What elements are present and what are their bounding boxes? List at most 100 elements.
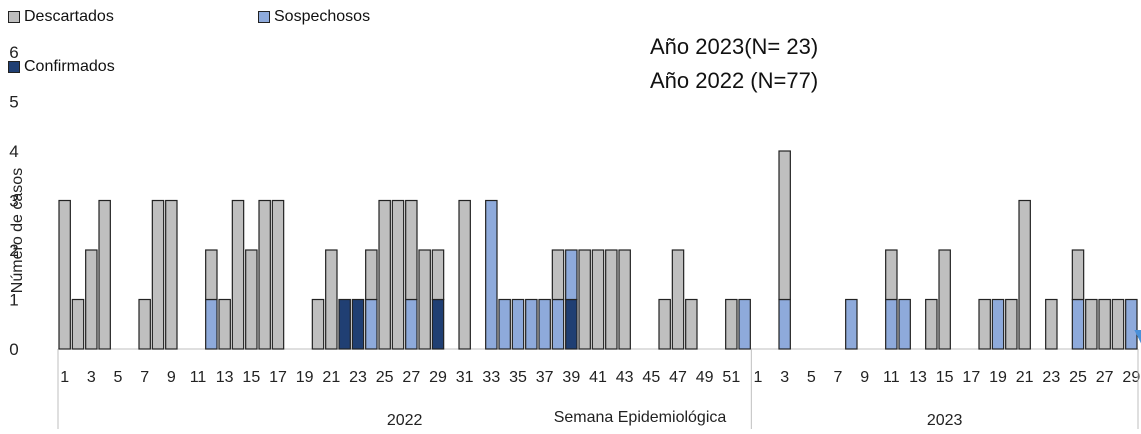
bar-sospechosos	[565, 249, 578, 301]
x-tick-label: 41	[589, 369, 607, 386]
x-tick-label: 7	[140, 369, 149, 386]
x-tick-label: 15	[936, 369, 954, 386]
x-tick-label: 9	[167, 369, 176, 386]
x-tick-label: 5	[807, 369, 816, 386]
bar-descartados	[258, 199, 271, 350]
x-tick-label: 33	[482, 369, 500, 386]
bar-descartados	[85, 249, 98, 350]
x-tick-label: 19	[989, 369, 1007, 386]
x-tick-label: 27	[402, 369, 420, 386]
legend-item-confirmados: Confirmados	[8, 58, 115, 76]
bar-descartados	[925, 298, 938, 350]
bar-sospechosos	[1071, 298, 1085, 350]
bar-descartados	[1071, 249, 1085, 301]
bar-descartados	[1111, 298, 1125, 350]
bar-descartados	[551, 249, 565, 301]
x-tick-label: 13	[909, 369, 927, 386]
x-tick-label: 17	[269, 369, 287, 386]
x-tick-label: 19	[296, 369, 314, 386]
x-tick-label: 3	[780, 369, 789, 386]
x-tick-label: 13	[216, 369, 234, 386]
x-tick-label: 15	[242, 369, 260, 386]
x-tick-label: 51	[722, 369, 740, 386]
legend-label-confirmados: Confirmados	[24, 58, 115, 75]
y-tick-label: 0	[9, 340, 18, 359]
bar-descartados	[58, 199, 71, 350]
arrow-marker-head	[1134, 330, 1141, 344]
x-tick-label: 23	[349, 369, 367, 386]
bar-descartados	[671, 249, 685, 350]
bar-descartados	[378, 199, 391, 350]
bar-sospechosos	[485, 199, 498, 350]
x-tick-label: 27	[1096, 369, 1114, 386]
bar-sospechosos	[551, 298, 565, 350]
x-tick-label: 3	[87, 369, 96, 386]
y-tick-label: 1	[9, 291, 18, 310]
y-tick-label: 3	[9, 192, 18, 211]
year-label-2023: 2023	[927, 412, 963, 429]
x-tick-label: 39	[562, 369, 580, 386]
bar-sospechosos	[365, 298, 378, 350]
bar-descartados	[325, 249, 338, 350]
bar-descartados	[218, 298, 231, 350]
bar-sospechosos	[778, 298, 791, 350]
legend-swatch-descartados	[8, 11, 20, 23]
bar-descartados	[418, 249, 431, 350]
x-tick-label: 9	[860, 369, 869, 386]
bar-descartados	[71, 298, 85, 350]
x-tick-label: 1	[754, 369, 763, 386]
bar-descartados	[311, 298, 325, 350]
x-tick-label: 11	[190, 369, 207, 386]
x-tick-label: 31	[456, 369, 474, 386]
bar-descartados	[685, 298, 698, 350]
bar-descartados	[271, 199, 285, 350]
y-tick-label: 4	[9, 142, 18, 161]
x-tick-label: 47	[669, 369, 687, 386]
bar-descartados	[431, 249, 445, 301]
bar-descartados	[618, 249, 631, 350]
x-tick-label: 1	[60, 369, 69, 386]
bar-descartados	[605, 249, 618, 350]
x-tick-label: 5	[114, 369, 123, 386]
bar-sospechosos	[525, 298, 538, 350]
x-tick-label: 29	[429, 369, 447, 386]
bar-descartados	[458, 199, 471, 350]
bar-descartados	[978, 298, 991, 350]
legend-label-descartados: Descartados	[24, 8, 114, 25]
bar-sospechosos	[898, 298, 911, 350]
annotation-2022: Año 2022 (N=77)	[650, 68, 819, 93]
bar-descartados	[1018, 199, 1031, 350]
bar-sospechosos	[205, 298, 218, 350]
x-tick-label: 11	[883, 369, 900, 386]
y-tick-label: 5	[9, 93, 18, 112]
bar-descartados	[245, 249, 258, 350]
bar-descartados	[391, 199, 405, 350]
bar-descartados	[231, 199, 245, 350]
x-axis-label: Semana Epidemiológica	[554, 409, 727, 426]
bar-sospechosos	[991, 298, 1005, 350]
legend-label-sospechosos: Sospechosos	[274, 8, 371, 25]
legend-item-sospechosos: Sospechosos	[258, 8, 370, 26]
x-tick-label: 25	[376, 369, 394, 386]
year-label-2022: 2022	[387, 412, 423, 429]
bar-confirmados	[338, 298, 351, 350]
bar-descartados	[938, 249, 951, 350]
bar-sospechosos	[498, 298, 511, 350]
y-tick-label: 2	[9, 241, 18, 260]
legend-swatch-sospechosos	[258, 11, 270, 23]
bar-descartados	[578, 249, 591, 350]
x-tick-label: 37	[536, 369, 554, 386]
x-tick-label: 21	[1016, 369, 1034, 386]
bar-descartados	[138, 298, 151, 350]
bar-descartados	[165, 199, 178, 350]
legend-item-descartados: Descartados	[8, 8, 114, 26]
bar-descartados	[658, 298, 671, 350]
bar-descartados	[1005, 298, 1018, 350]
x-tick-label: 25	[1069, 369, 1087, 386]
bar-sospechosos	[405, 298, 418, 350]
bar-sospechosos	[1125, 298, 1138, 350]
bar-confirmados	[565, 298, 578, 350]
x-tick-label: 7	[834, 369, 843, 386]
